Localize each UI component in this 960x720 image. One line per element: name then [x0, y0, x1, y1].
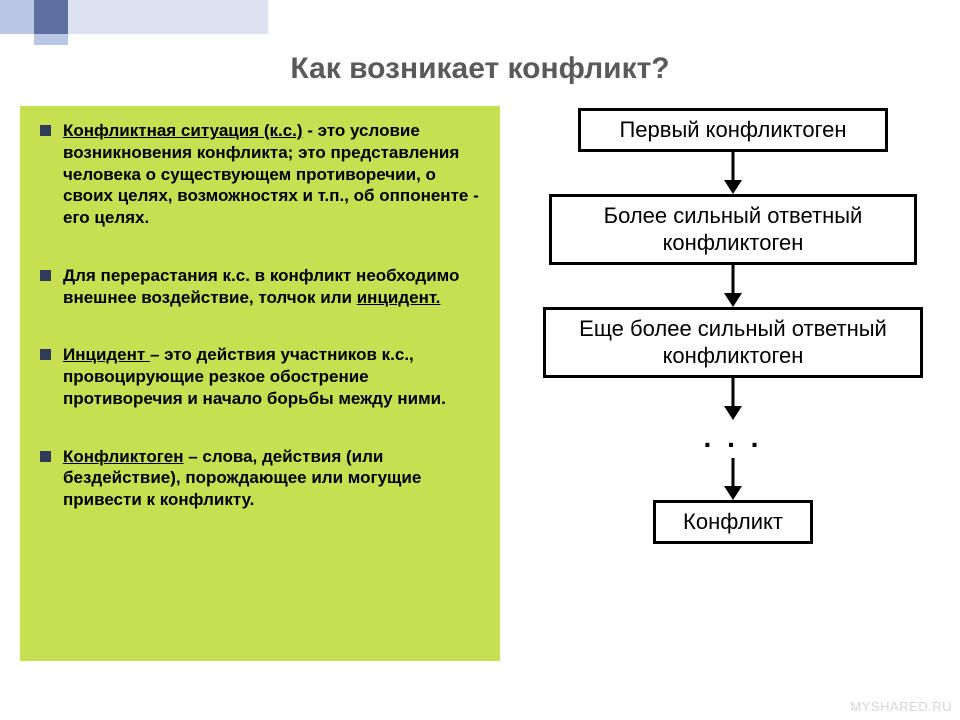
- decor-square: [0, 0, 34, 34]
- bullet-item: Инцидент – это действия участников к.с.,…: [30, 344, 490, 409]
- page-title-text: Как возникает конфликт?: [290, 52, 669, 85]
- decor-square: [68, 0, 268, 34]
- bullet-square-icon: [40, 451, 51, 462]
- flow-node: Конфликт: [653, 500, 813, 544]
- bullet-text: Для перерастания к.с. в конфликт необход…: [63, 265, 490, 309]
- ellipsis: . . .: [704, 420, 763, 458]
- decor-square: [34, 34, 68, 45]
- content-row: Конфликтная ситуация (к.с.) - это услови…: [0, 86, 960, 661]
- bullet-item: Конфликтная ситуация (к.с.) - это услови…: [30, 120, 490, 229]
- arrow-down-icon: [720, 458, 746, 500]
- term-underlined: Конфликтоген: [63, 447, 184, 466]
- flow-node: Первый конфликтоген: [578, 108, 888, 152]
- decor-square: [34, 0, 68, 34]
- bullet-square-icon: [40, 349, 51, 360]
- arrow-down-icon: [720, 265, 746, 307]
- bullet-item: Конфликтоген – слова, действия (или безд…: [30, 446, 490, 511]
- bullet-item: Для перерастания к.с. в конфликт необход…: [30, 265, 490, 309]
- decorative-corner: [0, 0, 270, 45]
- flow-node: Еще более сильный ответный конфликтоген: [543, 307, 923, 378]
- bullet-square-icon: [40, 125, 51, 136]
- watermark-text: MYSHARED.RU: [850, 699, 952, 714]
- bullet-text: Конфликтоген – слова, действия (или безд…: [63, 446, 490, 511]
- bullet-text: Конфликтная ситуация (к.с.) - это услови…: [63, 120, 490, 229]
- term-underlined: инцидент.: [357, 288, 441, 307]
- watermark: MYSHARED.RU: [850, 699, 952, 714]
- flowchart-panel: Первый конфликтоген Более сильный ответны…: [524, 106, 942, 661]
- term-underlined: Инцидент: [63, 345, 150, 364]
- arrow-down-icon: [720, 378, 746, 420]
- arrow-down-icon: [720, 152, 746, 194]
- term-underlined: Конфликтная ситуация (к.с.): [63, 121, 303, 140]
- bullet-text: Инцидент – это действия участников к.с.,…: [63, 344, 490, 409]
- definitions-panel: Конфликтная ситуация (к.с.) - это услови…: [20, 106, 500, 661]
- flow-node: Более сильный ответный конфликтоген: [549, 194, 917, 265]
- bullet-square-icon: [40, 270, 51, 281]
